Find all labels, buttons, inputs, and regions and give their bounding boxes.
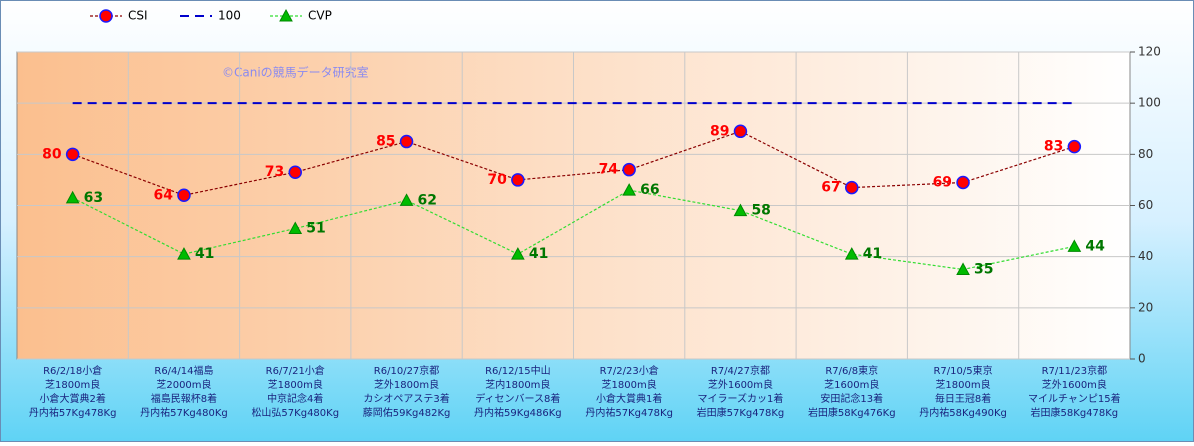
- x-tick-label: R6/2/18小倉: [43, 364, 102, 377]
- y-tick-label: 120: [1138, 45, 1161, 59]
- x-tick-label: 安田記念13着: [820, 392, 883, 405]
- data-label: 44: [1085, 238, 1105, 254]
- marker: [844, 247, 859, 260]
- x-tick-label: R6/4/14福島: [154, 364, 213, 377]
- x-tick-label: マイラーズカッ1着: [698, 392, 784, 405]
- data-label: 73: [265, 164, 284, 180]
- x-tick-label: 岩田康57Kg478Kg: [697, 406, 785, 419]
- marker: [99, 9, 113, 23]
- x-tick-label: R7/10/5東京: [933, 364, 992, 377]
- x-tick-label: 芝1800m良: [935, 378, 990, 391]
- data-label: 62: [418, 192, 437, 208]
- x-tick-label: 中京記念4着: [267, 392, 323, 405]
- x-tick-label: R7/2/23小倉: [600, 364, 659, 377]
- x-tick-label: 毎日王冠8着: [935, 392, 991, 405]
- x-tick-label: 丹内祐57Kg478Kg: [585, 406, 673, 419]
- marker: [511, 173, 525, 187]
- marker: [956, 262, 970, 275]
- x-tick-label: 芝外1800m良: [374, 378, 439, 391]
- marker: [65, 190, 80, 204]
- marker: [511, 247, 525, 260]
- y-tick-label: 0: [1138, 352, 1146, 366]
- x-tick-label: 芝1800m良: [602, 378, 657, 391]
- x-tick-label: 福島民報杯8着: [151, 392, 217, 405]
- legend-label: 100: [218, 9, 241, 23]
- y-tick-label: 20: [1138, 300, 1153, 314]
- marker: [288, 221, 303, 235]
- marker: [399, 134, 414, 149]
- x-tick-label: R6/12/15中山: [485, 364, 551, 377]
- data-label: 80: [42, 146, 62, 162]
- x-tick-label: 小倉大賞典2着: [39, 392, 105, 405]
- x-tick-label: R7/6/8東京: [825, 364, 878, 377]
- marker: [733, 203, 748, 217]
- data-label: 41: [529, 246, 548, 262]
- legend-label: CVP: [308, 9, 332, 23]
- data-label: 41: [863, 246, 882, 262]
- x-tick-label: ディセンバース8着: [475, 392, 560, 405]
- marker: [622, 162, 636, 177]
- x-tick-label: 岩田康58Kg478Kg: [1031, 406, 1119, 419]
- marker: [1067, 239, 1082, 252]
- x-tick-label: R6/7/21小倉: [266, 364, 325, 377]
- legend-label: CSI: [128, 9, 148, 23]
- x-tick-label: 松山弘57Kg480Kg: [251, 406, 339, 419]
- x-tick-label: 丹内祐57Kg480Kg: [140, 406, 228, 419]
- x-tick-label: R6/10/27京都: [374, 364, 440, 377]
- watermark: ©Caniの競馬データ研究室: [222, 65, 369, 80]
- data-label: 41: [195, 246, 214, 262]
- marker: [177, 247, 191, 260]
- x-tick-label: 芝外1600m良: [708, 378, 773, 391]
- series-line: [72, 130, 1075, 196]
- data-label: 51: [306, 221, 325, 237]
- marker: [288, 165, 302, 179]
- x-tick-label: 藤岡佑59Kg482Kg: [363, 406, 451, 419]
- data-label: 35: [974, 261, 993, 277]
- marker: [845, 180, 859, 195]
- data-label: 69: [933, 174, 952, 190]
- data-label: 70: [487, 172, 507, 188]
- x-tick-label: 丹内祐58Kg490Kg: [919, 406, 1007, 419]
- x-tick-label: 芝外1600m良: [1042, 378, 1107, 391]
- x-tick-label: 芝1800m良: [268, 378, 323, 391]
- data-label: 89: [710, 123, 729, 139]
- x-tick-label: R7/11/23京都: [1042, 364, 1108, 377]
- y-tick-label: 80: [1138, 147, 1153, 161]
- x-tick-label: 芝内1800m良: [485, 378, 550, 391]
- y-tick-label: 100: [1138, 96, 1161, 110]
- marker: [1067, 139, 1082, 154]
- data-label: 66: [640, 182, 659, 198]
- data-label: 64: [153, 187, 173, 203]
- x-tick-label: 丹内祐57Kg478Kg: [29, 406, 117, 419]
- marker: [65, 147, 80, 162]
- marker: [622, 183, 636, 196]
- data-label: 58: [751, 203, 770, 219]
- marker: [956, 175, 970, 190]
- x-tick-label: 丹内祐59Kg486Kg: [474, 406, 562, 419]
- y-tick-label: 40: [1138, 249, 1153, 263]
- x-tick-label: 芝1600m良: [824, 378, 879, 391]
- x-tick-label: 岩田康58Kg476Kg: [808, 406, 896, 419]
- series-line: [72, 189, 1075, 271]
- x-tick-label: 芝1800m良: [45, 378, 100, 391]
- data-label: 74: [599, 162, 619, 178]
- marker: [279, 8, 293, 22]
- data-label: 67: [821, 180, 840, 196]
- data-label: 83: [1044, 139, 1063, 155]
- x-tick-label: 小倉大賞典1着: [596, 392, 662, 405]
- x-tick-label: 芝2000m良: [156, 378, 211, 391]
- marker: [399, 193, 414, 206]
- x-tick-label: カシオペアステ3着: [363, 392, 449, 405]
- data-label: 63: [84, 190, 103, 206]
- y-tick-label: 60: [1138, 198, 1153, 212]
- data-label: 85: [376, 134, 395, 150]
- marker: [733, 124, 748, 139]
- marker: [177, 188, 191, 203]
- x-tick-label: マイルチャンピ15着: [1028, 392, 1121, 405]
- x-tick-label: R7/4/27京都: [711, 364, 770, 377]
